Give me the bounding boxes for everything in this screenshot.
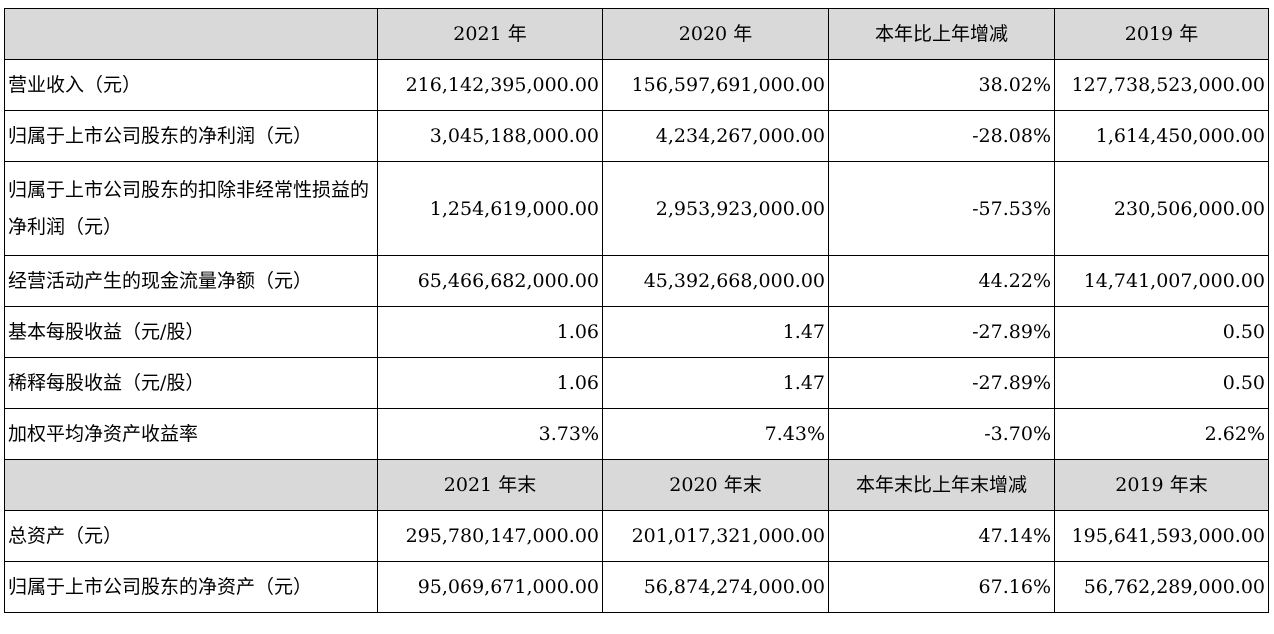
value-2020: 201,017,321,000.00 [602, 510, 829, 562]
value-2020: 1.47 [602, 306, 829, 358]
value-change: -3.70% [828, 408, 1055, 460]
table-row: 营业收入（元） 216,142,395,000.00 156,597,691,0… [4, 59, 1269, 111]
value-2019: 195,641,593,000.00 [1054, 510, 1269, 562]
value-2019: 0.50 [1054, 306, 1269, 358]
value-2020: 2,953,923,000.00 [602, 161, 829, 256]
value-change: 67.16% [828, 561, 1055, 613]
value-change: -27.89% [828, 306, 1055, 358]
value-2021: 1,254,619,000.00 [377, 161, 603, 256]
value-2020: 45,392,668,000.00 [602, 255, 829, 307]
value-2019: 2.62% [1054, 408, 1269, 460]
header-row-yearend: 2021 年末 2020 年末 本年末比上年末增减 2019 年末 [4, 459, 1269, 511]
value-2019: 127,738,523,000.00 [1054, 59, 1269, 111]
header-row-annual: 2021 年 2020 年 本年比上年增减 2019 年 [4, 8, 1269, 60]
header-cell-blank [4, 459, 378, 511]
header-cell-change-end: 本年末比上年末增减 [828, 459, 1055, 511]
value-change: 44.22% [828, 255, 1055, 307]
value-change: -27.89% [828, 357, 1055, 409]
table-row: 归属于上市公司股东的净利润（元） 3,045,188,000.00 4,234,… [4, 110, 1269, 162]
value-2019: 56,762,289,000.00 [1054, 561, 1269, 613]
value-2019: 14,741,007,000.00 [1054, 255, 1269, 307]
row-label: 加权平均净资产收益率 [4, 408, 378, 460]
value-2021: 3.73% [377, 408, 603, 460]
table-row: 总资产（元） 295,780,147,000.00 201,017,321,00… [4, 510, 1269, 562]
value-2021: 3,045,188,000.00 [377, 110, 603, 162]
value-2019: 1,614,450,000.00 [1054, 110, 1269, 162]
financial-summary-table: 2021 年 2020 年 本年比上年增减 2019 年 营业收入（元） 216… [4, 8, 1269, 613]
value-2019: 230,506,000.00 [1054, 161, 1269, 256]
row-label: 基本每股收益（元/股） [4, 306, 378, 358]
value-2020: 1.47 [602, 357, 829, 409]
value-change: -28.08% [828, 110, 1055, 162]
row-label: 归属于上市公司股东的净利润（元） [4, 110, 378, 162]
value-2019: 0.50 [1054, 357, 1269, 409]
value-2020: 56,874,274,000.00 [602, 561, 829, 613]
header-cell-2021: 2021 年 [377, 8, 603, 60]
value-2020: 4,234,267,000.00 [602, 110, 829, 162]
table-row: 基本每股收益（元/股） 1.06 1.47 -27.89% 0.50 [4, 306, 1269, 358]
row-label: 稀释每股收益（元/股） [4, 357, 378, 409]
value-change: 47.14% [828, 510, 1055, 562]
value-2020: 156,597,691,000.00 [602, 59, 829, 111]
table-row: 归属于上市公司股东的扣除非经常性损益的净利润（元） 1,254,619,000.… [4, 161, 1269, 256]
value-2021: 65,466,682,000.00 [377, 255, 603, 307]
table-row: 稀释每股收益（元/股） 1.06 1.47 -27.89% 0.50 [4, 357, 1269, 409]
value-2021: 1.06 [377, 306, 603, 358]
value-2021: 1.06 [377, 357, 603, 409]
value-2021: 95,069,671,000.00 [377, 561, 603, 613]
row-label: 归属于上市公司股东的净资产（元） [4, 561, 378, 613]
header-cell-2021-end: 2021 年末 [377, 459, 603, 511]
value-2020: 7.43% [602, 408, 829, 460]
header-cell-blank [4, 8, 378, 60]
header-cell-2019: 2019 年 [1054, 8, 1269, 60]
row-label: 总资产（元） [4, 510, 378, 562]
value-change: 38.02% [828, 59, 1055, 111]
value-2021: 295,780,147,000.00 [377, 510, 603, 562]
row-label: 经营活动产生的现金流量净额（元） [4, 255, 378, 307]
row-label: 归属于上市公司股东的扣除非经常性损益的净利润（元） [4, 161, 378, 256]
row-label: 营业收入（元） [4, 59, 378, 111]
header-cell-2020: 2020 年 [602, 8, 829, 60]
table-row: 加权平均净资产收益率 3.73% 7.43% -3.70% 2.62% [4, 408, 1269, 460]
value-change: -57.53% [828, 161, 1055, 256]
header-cell-2020-end: 2020 年末 [602, 459, 829, 511]
table-row: 经营活动产生的现金流量净额（元） 65,466,682,000.00 45,39… [4, 255, 1269, 307]
header-cell-2019-end: 2019 年末 [1054, 459, 1269, 511]
table-row: 归属于上市公司股东的净资产（元） 95,069,671,000.00 56,87… [4, 561, 1269, 613]
header-cell-change: 本年比上年增减 [828, 8, 1055, 60]
value-2021: 216,142,395,000.00 [377, 59, 603, 111]
